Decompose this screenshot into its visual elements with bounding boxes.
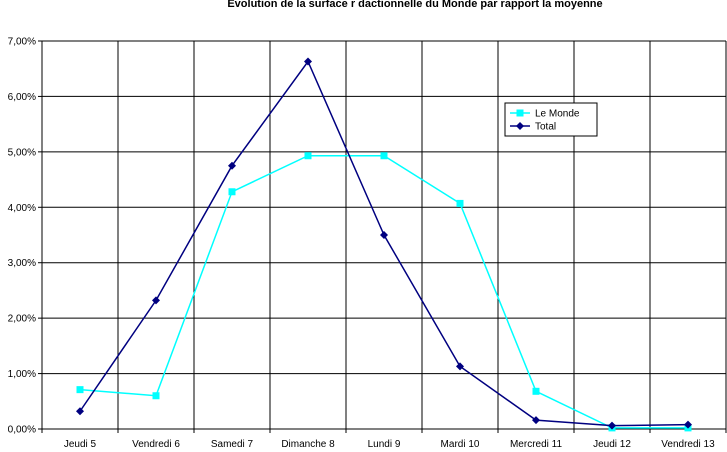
y-tick-label: 7,00%	[8, 37, 36, 48]
data-point	[456, 362, 464, 371]
data-point	[456, 199, 464, 207]
x-tick-label: Jeudi 12	[593, 439, 631, 450]
y-tick-label: 3,00%	[8, 258, 36, 269]
x-tick-label: Lundi 9	[368, 439, 401, 450]
x-tick-label: Dimanche 8	[281, 439, 335, 450]
y-tick-label: 1,00%	[8, 369, 36, 380]
data-point	[76, 407, 84, 416]
chart-legend: Le Monde Total	[504, 102, 598, 137]
x-tick-label: Samedi 7	[211, 439, 254, 450]
legend-box	[504, 102, 598, 137]
chart-title: Evolution de la surface r dactionnelle d…	[227, 0, 602, 10]
series-line	[79, 154, 688, 429]
data-point	[152, 392, 160, 400]
legend-label: Le Monde	[535, 109, 580, 120]
x-tick-label: Jeudi 5	[64, 439, 97, 450]
data-point	[304, 152, 312, 160]
y-tick-label: 2,00%	[8, 314, 36, 325]
data-point	[380, 231, 388, 239]
legend-marker	[516, 109, 524, 117]
data-point	[76, 386, 84, 394]
data-point	[532, 387, 540, 395]
data-point	[228, 188, 236, 196]
y-tick-label: 5,00%	[8, 147, 36, 158]
data-point	[608, 421, 616, 430]
data-point	[684, 420, 692, 429]
y-tick-labels: 0,00% 1,00% 2,00% 3,00% 4,00% 5,00% 6,00% 7,00%	[8, 37, 36, 436]
legend-label: Total	[535, 122, 556, 133]
y-tick-label: 6,00%	[8, 92, 36, 103]
data-point	[228, 161, 236, 170]
x-tick-label: Mercredi 11	[510, 439, 562, 450]
x-tick-label: Vendredi 6	[132, 439, 180, 450]
x-tick-label: Mardi 10	[441, 439, 480, 450]
chart-series	[76, 57, 692, 432]
data-point	[380, 152, 388, 160]
x-tick-labels: Jeudi 5 Vendredi 6 Samedi 7 Dimanche 8 Lundi…	[64, 439, 715, 450]
data-point	[304, 57, 312, 66]
chart-grid	[41, 40, 727, 430]
data-point	[532, 416, 540, 425]
y-tick-label: 4,00%	[8, 203, 36, 214]
data-point	[152, 296, 160, 305]
legend-marker	[516, 122, 524, 130]
x-tick-label: Vendredi 13	[661, 439, 715, 450]
y-tick-label: 0,00%	[8, 425, 36, 436]
